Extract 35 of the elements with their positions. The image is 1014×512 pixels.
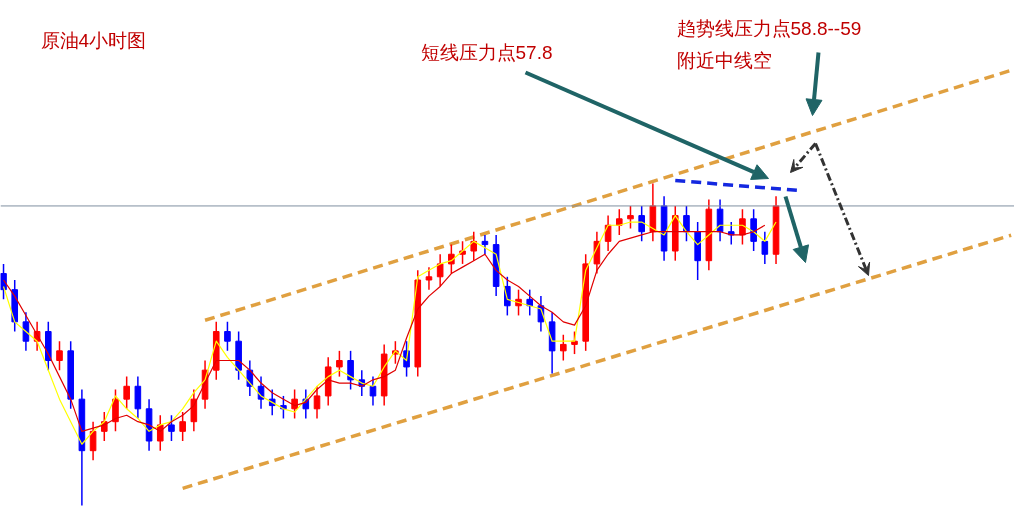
candlestick <box>716 198 724 243</box>
candlestick <box>56 340 63 371</box>
candlestick <box>593 230 601 275</box>
candlestick <box>313 385 321 420</box>
candlestick <box>448 243 455 275</box>
text: 趋势线压力点58.8--59附近中线空 <box>676 18 862 71</box>
candlestick <box>190 388 198 433</box>
candlestick <box>112 388 119 433</box>
candlestick <box>134 375 142 420</box>
candlestick <box>22 311 30 352</box>
candlestick <box>459 240 466 265</box>
candlestick <box>179 411 186 442</box>
candlestick <box>336 350 343 378</box>
candlestick <box>604 214 612 252</box>
candlestick <box>224 321 231 352</box>
candlestick <box>168 414 175 442</box>
candlestick <box>481 234 489 255</box>
chart-title: 原油4小时图 <box>40 30 147 51</box>
candlestick <box>560 334 567 362</box>
candlestick <box>89 420 97 462</box>
candlestick <box>347 350 354 391</box>
candlestick <box>123 375 130 410</box>
candlestick <box>425 266 433 291</box>
text: 短线压力点57.8 <box>420 42 553 63</box>
candlestick <box>156 414 164 452</box>
candlestick <box>627 205 634 230</box>
candlestick <box>761 230 769 265</box>
candlestick <box>369 375 377 407</box>
candlestick <box>739 208 746 246</box>
candlestick <box>436 253 444 288</box>
candlestick <box>683 205 690 243</box>
candlestick <box>638 205 645 243</box>
candlestick <box>615 208 623 236</box>
candlestick <box>470 230 478 262</box>
candlestick <box>750 208 757 252</box>
